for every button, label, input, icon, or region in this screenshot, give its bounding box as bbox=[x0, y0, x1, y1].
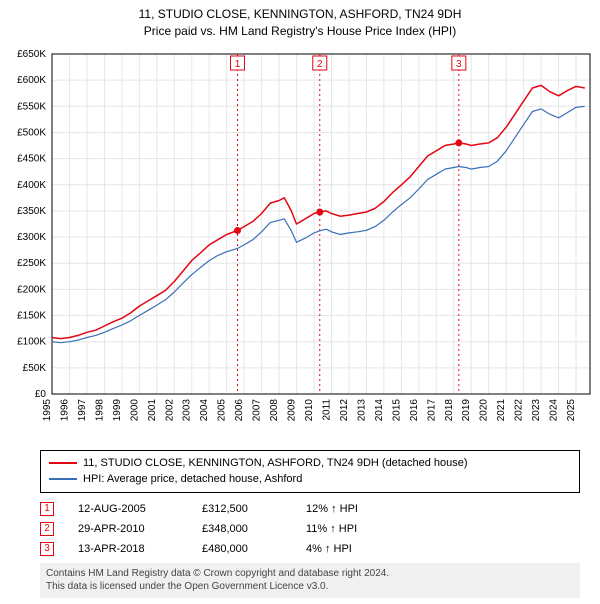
title-block: 11, STUDIO CLOSE, KENNINGTON, ASHFORD, T… bbox=[0, 0, 600, 44]
chart-svg: £0 £50K £100K £150K £200K £250K £300K £350K £400… bbox=[0, 44, 600, 444]
transaction-diff: 12% ↑ HPI bbox=[306, 503, 396, 515]
svg-text:2001: 2001 bbox=[147, 398, 158, 421]
svg-text:1995: 1995 bbox=[42, 398, 53, 421]
svg-text:2004: 2004 bbox=[199, 398, 210, 421]
page-container: 11, STUDIO CLOSE, KENNINGTON, ASHFORD, T… bbox=[0, 0, 600, 598]
svg-text:£300K: £300K bbox=[17, 232, 46, 243]
transaction-row: 2 29-APR-2010 £348,000 11% ↑ HPI bbox=[40, 519, 580, 539]
svg-text:2017: 2017 bbox=[426, 398, 437, 421]
svg-text:2011: 2011 bbox=[321, 398, 332, 420]
svg-text:2002: 2002 bbox=[164, 398, 175, 421]
legend-box: 11, STUDIO CLOSE, KENNINGTON, ASHFORD, T… bbox=[40, 450, 580, 493]
transaction-date: 13-APR-2018 bbox=[78, 543, 178, 555]
svg-text:£400K: £400K bbox=[17, 179, 46, 190]
transaction-date: 29-APR-2010 bbox=[78, 523, 178, 535]
footer-line-1: Contains HM Land Registry data © Crown c… bbox=[46, 567, 574, 581]
transaction-diff: 4% ↑ HPI bbox=[306, 543, 396, 555]
svg-text:2022: 2022 bbox=[514, 398, 525, 421]
svg-text:1998: 1998 bbox=[94, 398, 105, 421]
svg-text:1997: 1997 bbox=[77, 398, 88, 421]
svg-text:2006: 2006 bbox=[234, 398, 245, 421]
transaction-marker: 1 bbox=[40, 502, 54, 516]
svg-text:1999: 1999 bbox=[112, 398, 123, 421]
svg-text:2008: 2008 bbox=[269, 398, 280, 421]
svg-text:£550K: £550K bbox=[17, 101, 46, 112]
svg-text:2010: 2010 bbox=[304, 398, 315, 421]
svg-text:2014: 2014 bbox=[374, 398, 385, 421]
transaction-marker: 3 bbox=[40, 542, 54, 556]
svg-text:2025: 2025 bbox=[566, 398, 577, 421]
svg-text:2020: 2020 bbox=[479, 398, 490, 421]
svg-text:2021: 2021 bbox=[496, 398, 507, 421]
svg-text:2023: 2023 bbox=[531, 398, 542, 421]
svg-text:2015: 2015 bbox=[391, 398, 402, 421]
legend-row: 11, STUDIO CLOSE, KENNINGTON, ASHFORD, T… bbox=[49, 455, 571, 472]
transaction-row: 3 13-APR-2018 £480,000 4% ↑ HPI bbox=[40, 539, 580, 559]
svg-text:1: 1 bbox=[235, 59, 241, 70]
svg-text:2003: 2003 bbox=[182, 398, 193, 421]
svg-text:2016: 2016 bbox=[409, 398, 420, 421]
legend-swatch bbox=[49, 478, 77, 480]
svg-text:£100K: £100K bbox=[17, 336, 46, 347]
attribution-footer: Contains HM Land Registry data © Crown c… bbox=[40, 563, 580, 598]
svg-text:£150K: £150K bbox=[17, 310, 46, 321]
svg-text:2000: 2000 bbox=[129, 398, 140, 421]
transaction-date: 12-AUG-2005 bbox=[78, 503, 178, 515]
svg-text:2018: 2018 bbox=[444, 398, 455, 421]
svg-text:2007: 2007 bbox=[252, 398, 263, 421]
svg-text:£450K: £450K bbox=[17, 153, 46, 164]
transaction-price: £312,500 bbox=[202, 503, 282, 515]
legend-label: 11, STUDIO CLOSE, KENNINGTON, ASHFORD, T… bbox=[83, 455, 468, 472]
svg-text:£500K: £500K bbox=[17, 127, 46, 138]
footer-line-2: This data is licensed under the Open Gov… bbox=[46, 580, 574, 594]
title-line-1: 11, STUDIO CLOSE, KENNINGTON, ASHFORD, T… bbox=[0, 6, 600, 23]
title-line-2: Price paid vs. HM Land Registry's House … bbox=[0, 23, 600, 40]
svg-text:£0: £0 bbox=[35, 389, 47, 400]
svg-text:£200K: £200K bbox=[17, 284, 46, 295]
transaction-table: 1 12-AUG-2005 £312,500 12% ↑ HPI 2 29-APR-201… bbox=[40, 499, 580, 559]
svg-text:2019: 2019 bbox=[461, 398, 472, 421]
svg-text:2024: 2024 bbox=[549, 398, 560, 421]
transaction-price: £348,000 bbox=[202, 523, 282, 535]
svg-text:2005: 2005 bbox=[217, 398, 228, 421]
legend-row: HPI: Average price, detached house, Ashf… bbox=[49, 471, 571, 488]
svg-text:£350K: £350K bbox=[17, 206, 46, 217]
svg-text:£650K: £650K bbox=[17, 49, 46, 60]
svg-text:2: 2 bbox=[317, 59, 323, 70]
svg-text:1996: 1996 bbox=[59, 398, 70, 421]
svg-text:£250K: £250K bbox=[17, 258, 46, 269]
legend-label: HPI: Average price, detached house, Ashf… bbox=[83, 471, 302, 488]
transaction-price: £480,000 bbox=[202, 543, 282, 555]
svg-text:2013: 2013 bbox=[356, 398, 367, 421]
price-chart: £0 £50K £100K £150K £200K £250K £300K £350K £400… bbox=[0, 44, 600, 444]
svg-text:3: 3 bbox=[456, 59, 462, 70]
transaction-diff: 11% ↑ HPI bbox=[306, 523, 396, 535]
transaction-row: 1 12-AUG-2005 £312,500 12% ↑ HPI bbox=[40, 499, 580, 519]
svg-text:£600K: £600K bbox=[17, 75, 46, 86]
legend-swatch bbox=[49, 462, 77, 464]
svg-text:2012: 2012 bbox=[339, 398, 350, 421]
transaction-marker: 2 bbox=[40, 522, 54, 536]
svg-text:£50K: £50K bbox=[23, 362, 47, 373]
svg-text:2009: 2009 bbox=[287, 398, 298, 421]
